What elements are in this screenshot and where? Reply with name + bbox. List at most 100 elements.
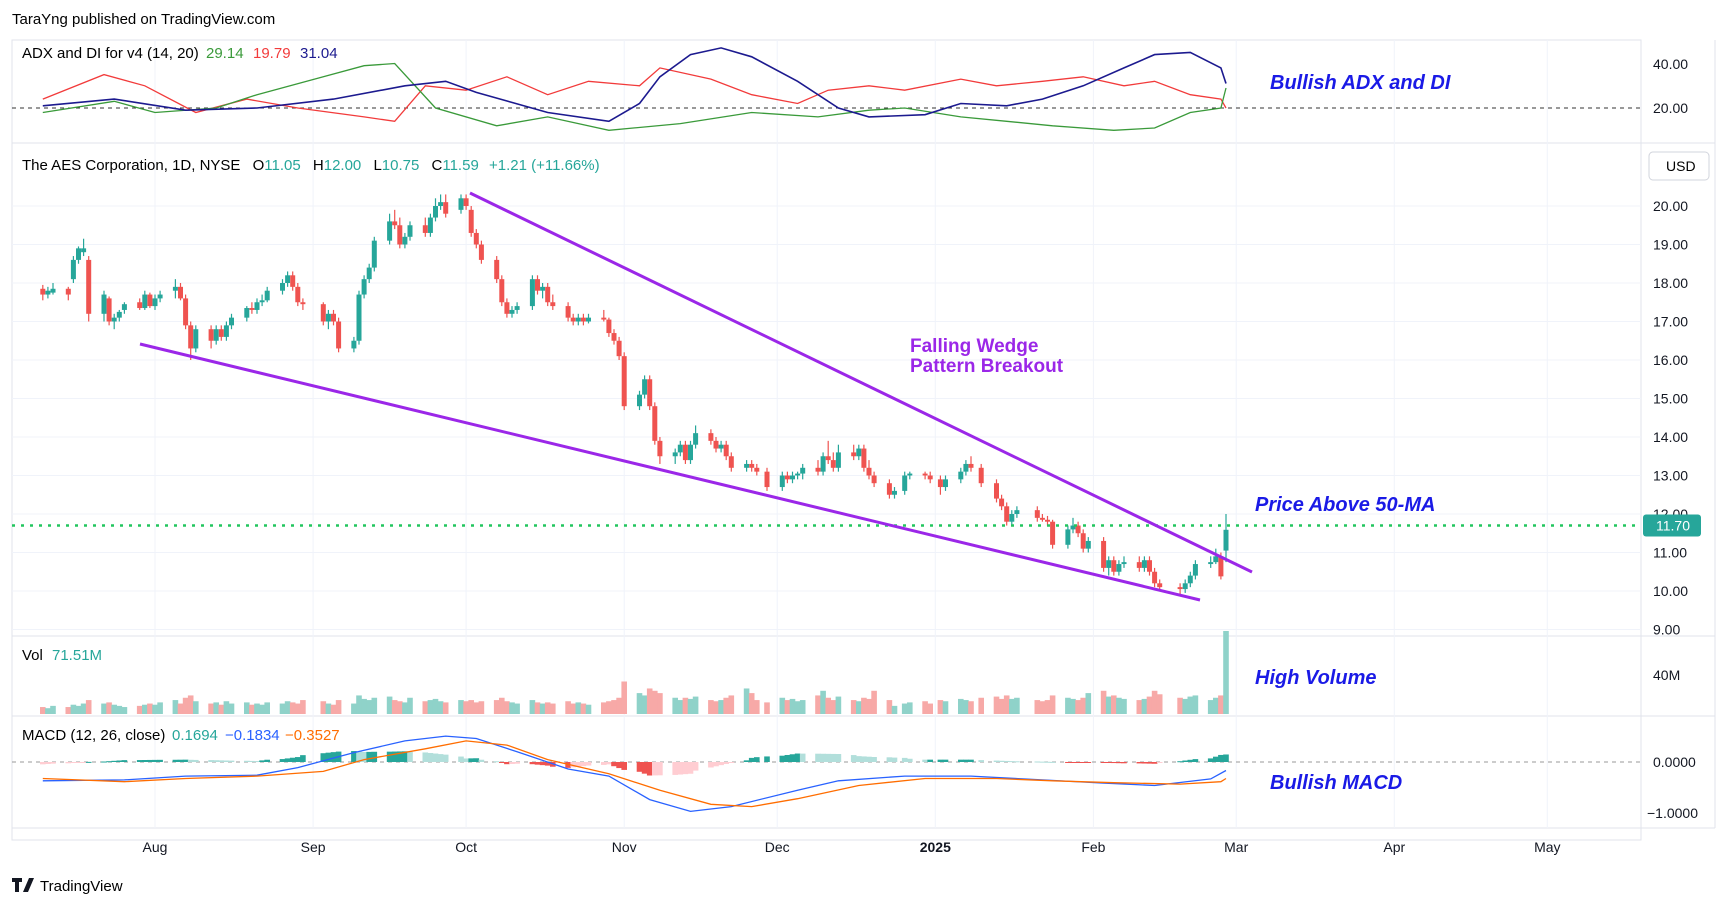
candle-body — [835, 452, 841, 468]
macd-histogram-bar — [157, 759, 163, 762]
volume-bar — [820, 690, 826, 714]
macd-histogram-bar — [1049, 761, 1056, 763]
candle-body — [331, 313, 336, 322]
macd-histogram-bar — [80, 762, 87, 763]
macd-histogram-bar — [391, 751, 398, 762]
macd-histogram-bar — [687, 762, 694, 774]
macd-histogram-bar — [1116, 762, 1122, 764]
volume-bar — [1105, 696, 1112, 714]
candle-body — [790, 475, 795, 480]
volume-bar — [743, 688, 750, 714]
macd-histogram-bar — [534, 762, 541, 765]
macd-histogram-bar — [514, 762, 520, 764]
macd-histogram-bar — [142, 760, 148, 762]
candle-body — [621, 356, 627, 407]
candle-body — [1192, 564, 1198, 576]
volume-bar — [606, 701, 612, 714]
volume-bar — [106, 702, 112, 714]
wedge-upper-trendline[interactable] — [469, 191, 1253, 574]
candle-body — [106, 298, 112, 322]
volume-bar — [1192, 695, 1199, 714]
macd-histogram-bar — [856, 756, 862, 762]
macd-histogram-bar — [825, 753, 831, 762]
macd-histogram-bar — [493, 761, 500, 763]
macd-histogram-bar — [40, 762, 46, 765]
candle-body — [540, 286, 546, 291]
macd-histogram-bar — [1151, 762, 1158, 764]
volume-bar — [1009, 698, 1015, 714]
macd-histogram-bar — [616, 762, 622, 769]
volume-bar — [101, 703, 107, 714]
macd-histogram-bar — [50, 762, 56, 764]
open-value: 11.05 — [264, 157, 300, 174]
candle-body — [927, 475, 933, 480]
macd-histogram-bar — [993, 760, 1000, 762]
candle-body — [325, 313, 331, 322]
volume-bar — [182, 697, 189, 714]
volume-bar — [320, 701, 327, 714]
macd-histogram-bar — [85, 761, 92, 763]
volume-bar — [1182, 698, 1188, 714]
candle-body — [657, 440, 663, 457]
macd-histogram-bar — [891, 757, 898, 762]
volume-bar — [748, 693, 755, 714]
volume-bar — [677, 700, 684, 714]
volume-bar — [682, 697, 689, 714]
volume-bar — [1151, 690, 1158, 714]
macd-histogram-bar — [942, 759, 949, 762]
candle-body — [76, 248, 81, 260]
volume-bar — [861, 697, 867, 714]
macd-histogram-bar — [187, 759, 194, 762]
candle-body — [438, 202, 444, 206]
volume-bar — [652, 690, 658, 714]
time-tick-label: Nov — [612, 839, 637, 855]
price-tick-label: 18.00 — [1653, 275, 1688, 291]
candle-body — [825, 456, 831, 461]
volume-bar — [646, 688, 653, 714]
candle-body — [856, 448, 862, 457]
volume-bar — [708, 700, 714, 714]
macd-histogram-bar — [499, 762, 505, 763]
macd-histogram-bar — [677, 762, 684, 775]
candle-body — [351, 340, 357, 349]
candle-body — [958, 471, 964, 480]
macd-histogram-bar — [152, 759, 158, 762]
macd-histogram-bar — [529, 762, 536, 765]
currency-button[interactable] — [1648, 151, 1710, 181]
macd-histogram-bar — [1070, 762, 1076, 763]
tradingview-logo[interactable]: TradingView — [12, 878, 123, 895]
volume-bar — [193, 701, 199, 714]
candle-body — [1136, 562, 1142, 568]
volume-bar — [75, 705, 82, 714]
volume-bar — [223, 701, 230, 714]
macd-histogram-bar — [672, 762, 678, 775]
volume-bar — [978, 697, 984, 714]
volume-bar — [963, 700, 969, 714]
tradingview-logo-icon — [12, 878, 34, 892]
macd-histogram-bar — [284, 758, 291, 762]
candle-body — [1014, 510, 1020, 514]
candle-body — [422, 225, 428, 233]
wedge-lower-trendline[interactable] — [139, 342, 1201, 602]
macd-histogram-bar — [244, 760, 250, 762]
macd-histogram-bar — [218, 760, 225, 762]
macd-histogram-bar — [366, 751, 372, 762]
candle-body — [708, 433, 714, 441]
time-tick-label: Oct — [455, 839, 477, 855]
volume-bar — [958, 698, 964, 714]
vol-label: Vol — [22, 647, 43, 664]
price-tick-label: 15.00 — [1653, 391, 1688, 407]
macd-histogram-bar — [254, 761, 260, 763]
macd-histogram-bar — [570, 762, 576, 768]
last-price-badge — [1643, 514, 1701, 537]
price-panel: The AES Corporation, 1D, NYSE O11.05 H12… — [12, 151, 1710, 638]
volume-bar — [1136, 700, 1143, 714]
candle-body — [1065, 529, 1071, 545]
volume-bar — [208, 703, 214, 714]
macd-label: MACD (12, 26, close) — [22, 727, 165, 744]
volume-bar — [1044, 700, 1051, 714]
macd-tick-neg1: −1.0000 — [1647, 805, 1698, 821]
candle-body — [178, 286, 183, 299]
volume-bar — [172, 700, 179, 714]
macd-histogram-bar — [692, 762, 699, 771]
